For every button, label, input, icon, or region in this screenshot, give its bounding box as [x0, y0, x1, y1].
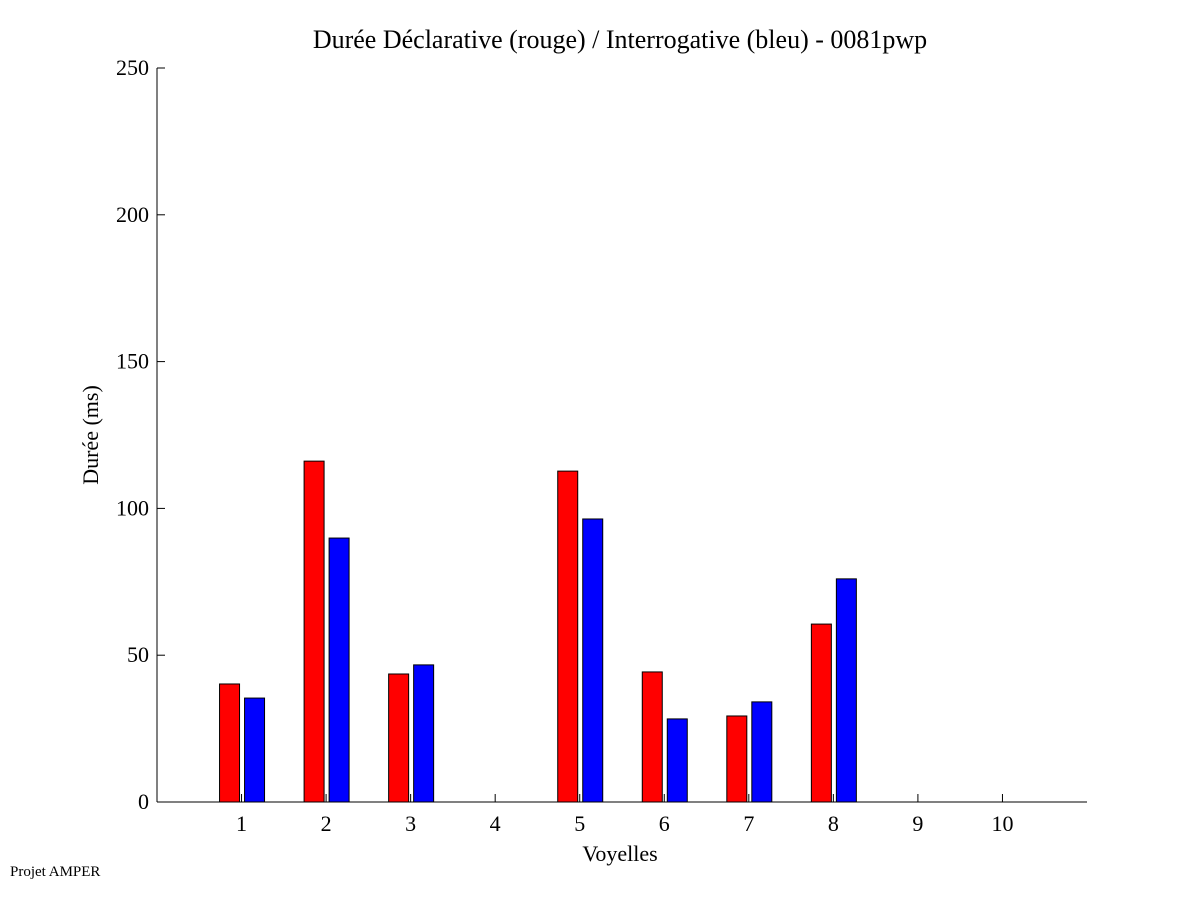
- bar-interrogative-1: [244, 697, 266, 803]
- y-tick-label: 150: [116, 349, 149, 374]
- x-tick-label: 7: [743, 811, 754, 836]
- bars: [219, 460, 857, 803]
- x-axis-label: Voyelles: [582, 841, 657, 866]
- bar-déclarative-5: [557, 470, 579, 803]
- x-tick-label: 4: [490, 811, 501, 836]
- bar-interrogative-5: [582, 518, 604, 803]
- x-tick-label: 8: [828, 811, 839, 836]
- footer-label: Projet AMPER: [10, 864, 101, 880]
- bar-interrogative-6: [666, 718, 688, 803]
- x-tick-label: 6: [659, 811, 670, 836]
- y-tick-label: 200: [116, 202, 149, 227]
- x-tick-label: 10: [991, 811, 1013, 836]
- bar-déclarative-3: [388, 673, 410, 803]
- y-tick-label: 50: [127, 642, 149, 667]
- x-tick-label: 1: [236, 811, 247, 836]
- x-tick-label: 2: [321, 811, 332, 836]
- y-tick-label: 250: [116, 55, 149, 80]
- chart-title: Durée Déclarative (rouge) / Interrogativ…: [313, 25, 927, 54]
- axes: 0 50 100 150 200 250 1 2 3 4 5 6 7 8 9 10: [116, 55, 1087, 836]
- bar-déclarative-6: [641, 671, 663, 803]
- bar-interrogative-8: [835, 578, 857, 803]
- bar-déclarative-2: [303, 460, 325, 803]
- x-tick-label: 5: [574, 811, 585, 836]
- bar-déclarative-8: [810, 623, 832, 803]
- y-tick-label: 0: [138, 789, 149, 814]
- y-tick-label: 100: [116, 495, 149, 520]
- bar-interrogative-7: [751, 701, 773, 803]
- y-axis-label: Durée (ms): [78, 385, 103, 485]
- bar-interrogative-2: [328, 537, 350, 803]
- bar-interrogative-3: [413, 664, 435, 803]
- x-tick-label: 9: [912, 811, 923, 836]
- x-tick-label: 3: [405, 811, 416, 836]
- bar-déclarative-7: [726, 715, 748, 803]
- bar-déclarative-1: [219, 683, 241, 803]
